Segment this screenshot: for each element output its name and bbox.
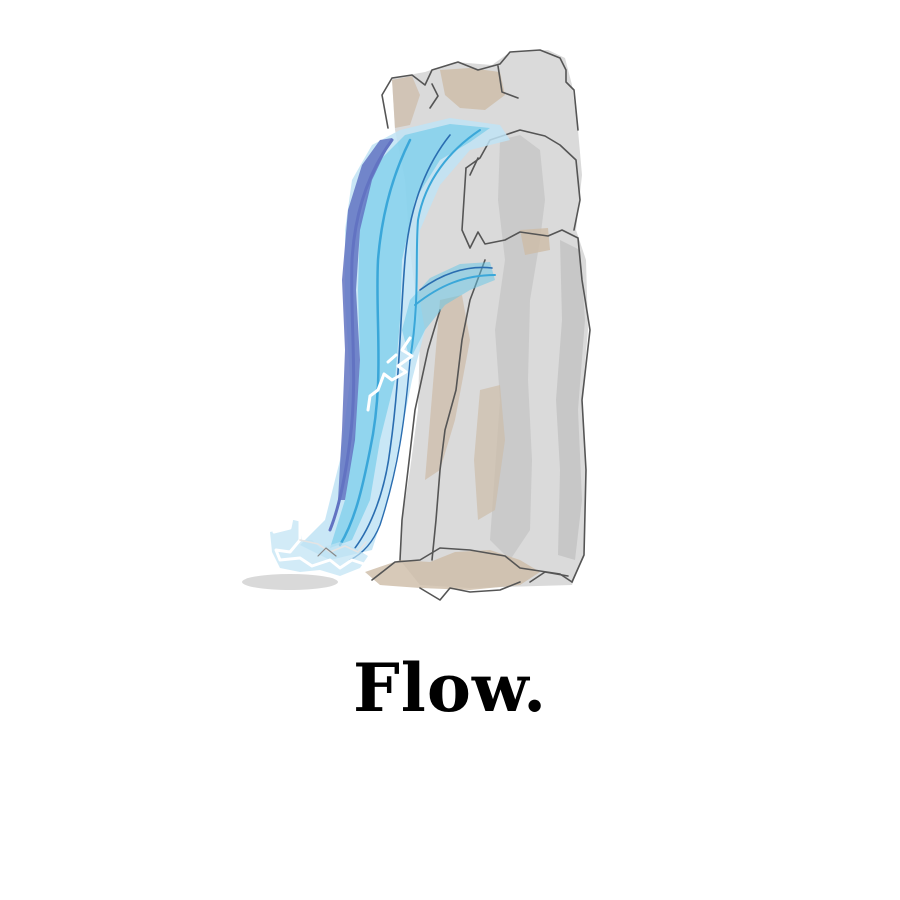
waterfall-sketch-icon (242, 49, 591, 601)
rock-tan-low (474, 385, 505, 520)
water-splash (366, 336, 414, 412)
caption-title: Flow. (352, 649, 548, 727)
rock-tan-top (440, 68, 505, 110)
ground-shadow (242, 574, 338, 590)
rock-tan-mid (425, 295, 470, 480)
rock-tan-base (365, 550, 540, 590)
water-lines (328, 129, 496, 561)
rock-tan-left-top (392, 76, 420, 128)
rock-outlines (371, 49, 591, 601)
water-foam-base (270, 516, 368, 576)
rock-shading-right (556, 240, 585, 560)
water-mid (330, 124, 490, 548)
